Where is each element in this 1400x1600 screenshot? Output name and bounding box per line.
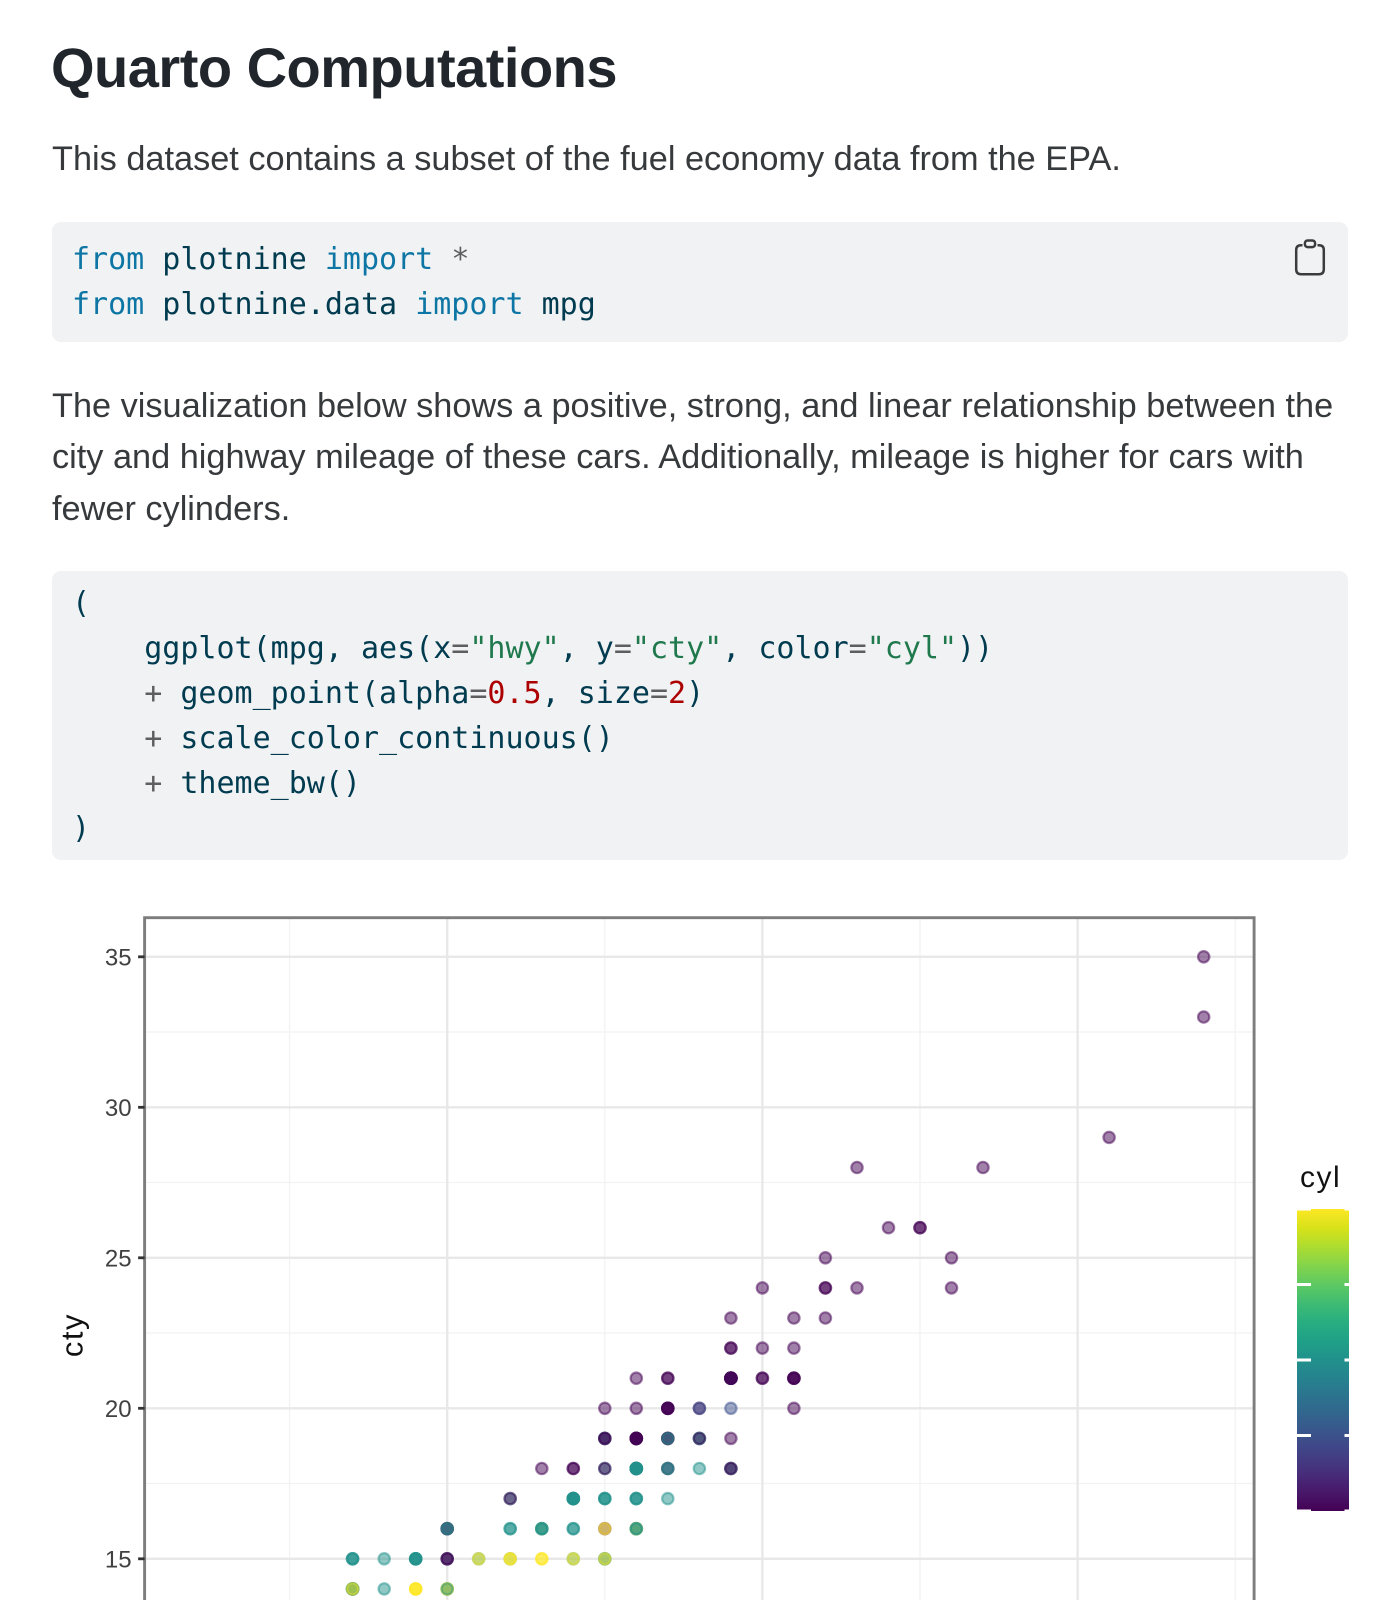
svg-text:cyl: cyl <box>1300 1161 1341 1194</box>
svg-text:20: 20 <box>105 1396 132 1423</box>
svg-text:35: 35 <box>105 944 132 971</box>
svg-text:cty: cty <box>55 1313 90 1357</box>
svg-text:25: 25 <box>105 1245 132 1272</box>
svg-text:15: 15 <box>105 1546 132 1573</box>
svg-text:30: 30 <box>105 1095 132 1122</box>
